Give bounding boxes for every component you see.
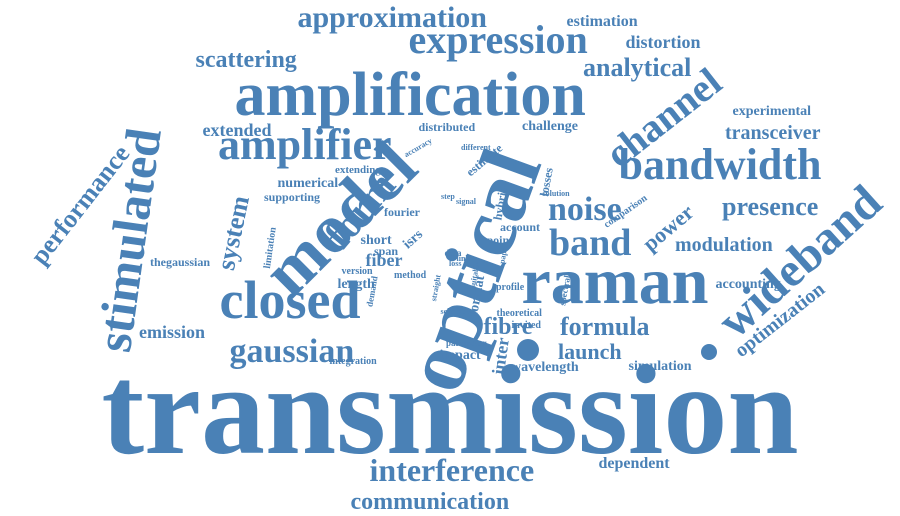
word-communication: communication [350, 489, 510, 515]
word-transmission: transmission [101, 339, 799, 481]
word-signal: signal [456, 197, 477, 206]
word-experimental: experimental [732, 104, 812, 119]
word-different: different [461, 143, 491, 152]
word-fourier: fourier [384, 205, 420, 219]
word-accuracy: accuracy [402, 136, 434, 160]
word-impact: impact [439, 348, 481, 363]
word-loss: loss [449, 259, 462, 268]
word-fiber: fiber [365, 250, 403, 270]
word-scattering: scattering [195, 47, 297, 73]
word-bandwidth: bandwidth [618, 140, 822, 189]
word-interference: interference [369, 452, 535, 488]
word-numerical: numerical [277, 176, 339, 191]
word-transceiver: transceiver [725, 122, 821, 144]
word-analytical: analytical [583, 53, 692, 82]
word-raman: raman [521, 245, 709, 318]
word-supporting: supporting [264, 190, 321, 204]
word-point: point [486, 233, 514, 247]
word-link: link [456, 254, 470, 263]
word-method: method [394, 270, 427, 281]
word-integration: integration [329, 356, 377, 367]
word-expression: expression [408, 17, 588, 62]
word-length: length [337, 277, 375, 292]
word-emission: emission [139, 322, 206, 342]
word-closed: closed [219, 270, 361, 330]
word-presence: presence [722, 192, 819, 221]
word-wavelength: wavelength [511, 360, 579, 375]
cloud-dot [517, 339, 539, 361]
word-inter: inter [487, 336, 513, 376]
word-profile: profile [496, 282, 525, 293]
word-approximation: approximation [297, 1, 487, 34]
word-solution: solution [542, 189, 570, 198]
word-isrs: isrs [399, 227, 426, 253]
word-accounting: accounting [715, 277, 781, 292]
word-data: data [444, 247, 462, 258]
word-dependent: dependent [598, 455, 670, 472]
word-modulation: modulation [675, 234, 773, 256]
word-invited: invited [511, 320, 541, 331]
word-extended: extended [202, 120, 272, 140]
word-launch: launch [558, 339, 622, 364]
word-version: version [341, 266, 373, 277]
cloud-dot [701, 344, 717, 360]
word-challenge: challenge [522, 119, 578, 134]
word-fibre: fibre [483, 314, 533, 340]
word-scheme: scheme [440, 307, 466, 316]
word-amplifier: amplifier [218, 120, 392, 169]
word-simulation: simulation [628, 359, 692, 374]
word-amplification: amplification [234, 61, 586, 129]
word-band: band [549, 222, 632, 264]
word-distortion: distortion [625, 32, 701, 52]
word-parameter: parameter [446, 337, 487, 348]
word-account: account [500, 220, 540, 234]
word-formula: formula [560, 312, 650, 341]
word-step: step [441, 192, 455, 201]
word-theoretical: theoretical [496, 308, 542, 319]
word-extending: extending [335, 163, 381, 176]
word-estimation: estimation [566, 13, 638, 30]
word-thegaussian: thegaussian [150, 255, 211, 269]
word-short: short [360, 233, 392, 248]
word-gaussian: gaussian [229, 333, 355, 370]
word-distributed: distributed [418, 120, 476, 134]
word-noise: noise [548, 191, 622, 228]
word-span: span [374, 244, 399, 258]
word-system: system [210, 193, 255, 273]
